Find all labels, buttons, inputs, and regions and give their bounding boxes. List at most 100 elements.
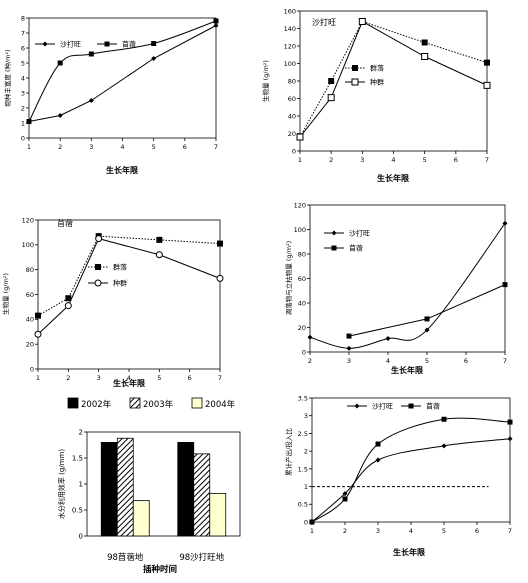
x-tick-label: 2 [66, 374, 70, 382]
series-2 [346, 282, 508, 339]
y-tick-label: 0 [30, 365, 34, 373]
data-point [502, 282, 508, 288]
legend-entry: 苜蓿 [97, 40, 136, 49]
y-tick-label: 160 [284, 7, 296, 15]
y-tick-label: 2.5 [298, 430, 308, 438]
plot-frame [28, 17, 217, 139]
legend-marker [331, 230, 337, 236]
y-tick-label: 60 [26, 291, 34, 299]
series-line [299, 20, 488, 138]
legend-marker [95, 264, 101, 270]
chart-title: 苜蓿 [57, 218, 73, 228]
legend-marker [42, 41, 48, 47]
x-tick-label: 3 [89, 143, 93, 151]
legend-entry: 2004年 [191, 397, 236, 410]
x-axis-label: 生长年限 [393, 547, 425, 557]
y-tick-label: 0.5 [72, 506, 83, 514]
data-point [151, 56, 157, 61]
legend-marker [351, 78, 359, 86]
y-tick-label: 2 [304, 448, 308, 456]
legend-entry: 沙打旺 [324, 229, 370, 238]
series-line [37, 235, 221, 317]
x-tick-label: 2 [308, 357, 312, 365]
y-tick-label: 4 [21, 74, 25, 82]
data-point [424, 327, 430, 333]
data-point [155, 251, 163, 259]
y-tick-label: 20 [288, 130, 296, 138]
series-1 [309, 436, 513, 525]
data-point [346, 345, 352, 351]
legend-entry: 种群 [345, 78, 384, 87]
data-point [346, 333, 352, 339]
y-tick-label: 120 [294, 201, 306, 209]
y-tick-label: 0 [304, 518, 308, 526]
x-tick-label: 2 [329, 156, 333, 164]
y-axis-label: 生物量 (g/m²) [1, 273, 10, 315]
y-axis-label: 水分利用效率 (g/mm) [57, 449, 66, 519]
y-tick-label: 40 [298, 299, 306, 307]
y-tick-label: 120 [22, 216, 34, 224]
series-line [299, 20, 488, 138]
y-axis-label: 凋落物与立枯物量 (g/m²) [284, 241, 293, 315]
x-tick-label: 6 [475, 527, 479, 535]
data-point [34, 330, 42, 338]
data-point [35, 312, 41, 319]
x-tick-label: 5 [423, 156, 427, 164]
legend-entry: 苜蓿 [324, 244, 363, 253]
data-point [217, 240, 223, 247]
y-tick-label: 5 [21, 59, 25, 67]
x-tick-label: 6 [188, 374, 192, 382]
bar [193, 453, 211, 537]
x-tick-label: 7 [485, 156, 489, 164]
y-axis-label: 物种丰富度 (种/m²) [3, 49, 12, 106]
data-point [65, 295, 72, 302]
x-tick-label: 5 [152, 143, 156, 151]
data-point [483, 81, 491, 89]
category-label: 98苜蓿地 [107, 552, 144, 563]
y-tick-label: 0 [21, 134, 25, 142]
data-point [441, 416, 447, 422]
legend-entry: 沙打旺 [35, 40, 81, 49]
y-tick-label: 3 [21, 89, 25, 97]
bar [116, 437, 134, 537]
y-tick-label: 40 [288, 112, 296, 120]
legend-label: 2003年 [143, 399, 174, 410]
y-tick-label: 120 [284, 42, 296, 50]
data-point [424, 316, 430, 322]
series-1 [297, 18, 490, 140]
legend-swatch [67, 397, 79, 409]
legend-label: 苜蓿 [349, 244, 363, 253]
data-point [64, 302, 72, 310]
legend-entry: 种群 [88, 279, 127, 288]
data-point [57, 60, 63, 66]
data-point [385, 336, 391, 342]
legend-label: 沙打旺 [60, 40, 81, 49]
y-tick-label: 3 [304, 412, 308, 420]
series-line [28, 20, 217, 122]
legend-entry: 2002年 [67, 397, 112, 410]
y-tick-label: 100 [284, 60, 296, 68]
x-tick-label: 3 [97, 374, 101, 382]
legend-label: 群落 [370, 64, 384, 73]
data-point [342, 496, 348, 502]
y-tick-label: 0 [292, 147, 296, 155]
x-axis-label: 生长年限 [391, 365, 423, 375]
y-tick-label: 1 [79, 480, 83, 488]
x-tick-label: 4 [386, 357, 390, 365]
series-line [311, 417, 511, 523]
data-point [88, 98, 94, 103]
y-tick-label: 20 [298, 324, 306, 332]
x-tick-label: 2 [343, 527, 347, 535]
x-tick-label: 5 [425, 357, 429, 365]
y-tick-label: 60 [298, 275, 306, 283]
x-tick-label: 1 [310, 527, 314, 535]
x-tick-label: 1 [298, 156, 302, 164]
legend-swatch [191, 397, 203, 409]
series-2 [296, 18, 491, 141]
legend-entry: 苜蓿 [401, 402, 440, 411]
